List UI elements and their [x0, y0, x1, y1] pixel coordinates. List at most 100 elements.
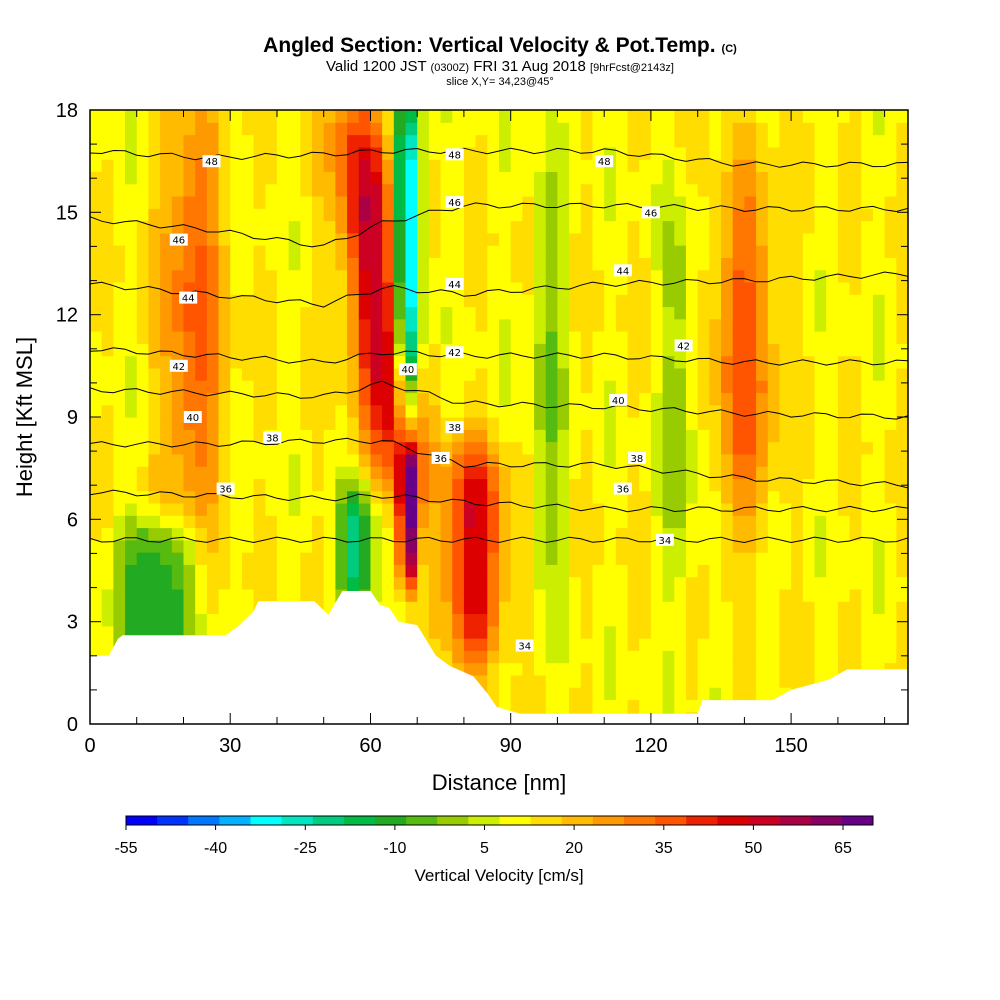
velocity-cell	[148, 613, 161, 627]
velocity-cell	[604, 650, 617, 664]
velocity-cell	[545, 699, 559, 713]
velocity-cell	[545, 220, 559, 234]
velocity-cell	[837, 638, 851, 651]
velocity-cell	[557, 318, 570, 332]
velocity-cell	[802, 429, 816, 443]
velocity-cell	[463, 110, 477, 123]
velocity-cell	[265, 552, 278, 565]
velocity-cell	[323, 564, 336, 578]
velocity-cell	[639, 662, 652, 676]
velocity-cell	[183, 429, 196, 443]
velocity-cell	[545, 650, 559, 664]
velocity-cell	[767, 195, 781, 209]
velocity-cell	[662, 650, 675, 664]
velocity-cell	[872, 601, 886, 615]
velocity-cell	[510, 367, 523, 381]
colorbar-tick-label: -40	[204, 840, 227, 857]
velocity-cell	[323, 429, 336, 443]
velocity-cell	[265, 515, 278, 529]
velocity-cell	[802, 466, 816, 479]
velocity-cell	[662, 429, 675, 443]
velocity-cell	[171, 281, 185, 295]
velocity-cell	[756, 625, 769, 639]
velocity-cell	[592, 466, 605, 479]
velocity-cell	[685, 380, 699, 394]
velocity-cell	[312, 539, 325, 553]
velocity-cell	[837, 245, 851, 258]
velocity-cell	[744, 281, 757, 295]
velocity-cell	[393, 122, 407, 136]
velocity-cell	[721, 331, 734, 344]
velocity-cell	[604, 110, 617, 123]
velocity-cell	[685, 613, 699, 627]
velocity-cell	[650, 110, 664, 111]
velocity-cell	[475, 245, 488, 258]
velocity-cell	[709, 367, 722, 381]
velocity-cell	[241, 502, 255, 516]
theta-label: 44	[613, 264, 632, 277]
velocity-cell	[125, 245, 138, 258]
velocity-cell	[685, 515, 699, 529]
velocity-cell	[709, 355, 722, 369]
velocity-cell	[674, 490, 687, 504]
velocity-cell	[791, 208, 804, 222]
velocity-cell	[452, 110, 465, 123]
velocity-cell	[101, 355, 114, 369]
velocity-cell	[826, 343, 839, 357]
velocity-cell	[709, 687, 722, 701]
velocity-cell	[861, 613, 874, 627]
velocity-cell	[463, 306, 477, 320]
colorbar-swatch	[499, 816, 532, 825]
velocity-cell	[744, 171, 757, 185]
velocity-cell	[791, 601, 804, 615]
velocity-cell	[370, 343, 383, 357]
velocity-cell	[791, 159, 804, 172]
velocity-cell	[312, 110, 325, 123]
velocity-cell	[288, 392, 301, 406]
theta-label-text: 46	[448, 198, 461, 209]
velocity-cell	[732, 588, 745, 602]
velocity-cell	[312, 306, 325, 320]
velocity-cell	[849, 220, 862, 234]
velocity-cell	[791, 318, 804, 332]
velocity-cell	[405, 343, 418, 357]
velocity-cell	[779, 601, 792, 615]
velocity-cell	[393, 281, 407, 295]
velocity-cell	[160, 195, 173, 209]
velocity-cell	[545, 306, 559, 320]
velocity-cell	[896, 613, 908, 627]
velocity-cell	[276, 195, 290, 209]
velocity-cell	[405, 195, 418, 209]
velocity-cell	[276, 331, 290, 344]
velocity-cell	[721, 110, 734, 123]
velocity-cell	[370, 183, 383, 197]
velocity-cell	[522, 588, 535, 602]
velocity-cell	[604, 576, 617, 590]
velocity-cell	[499, 134, 512, 148]
velocity-cell	[650, 576, 664, 590]
velocity-cell	[417, 220, 430, 234]
velocity-cell	[580, 232, 594, 246]
velocity-cell	[662, 269, 675, 283]
velocity-cell	[814, 343, 827, 357]
velocity-cell	[779, 490, 792, 504]
velocity-cell	[837, 552, 851, 565]
velocity-cell	[171, 269, 185, 283]
velocity-cell	[685, 588, 699, 602]
theta-contour-line	[90, 536, 908, 544]
velocity-cell	[370, 417, 383, 430]
theta-label: 46	[641, 206, 660, 219]
velocity-cell	[347, 134, 360, 148]
velocity-cell	[218, 429, 231, 443]
velocity-cell	[90, 110, 103, 123]
velocity-cell	[756, 122, 769, 136]
velocity-cell	[475, 404, 488, 418]
velocity-cell	[826, 171, 839, 185]
velocity-cell	[557, 257, 570, 271]
velocity-cell	[393, 110, 407, 111]
velocity-cell	[861, 306, 874, 320]
velocity-cell	[335, 294, 348, 308]
velocity-cell	[534, 429, 547, 443]
velocity-cell	[767, 367, 781, 381]
velocity-cell	[557, 122, 570, 136]
